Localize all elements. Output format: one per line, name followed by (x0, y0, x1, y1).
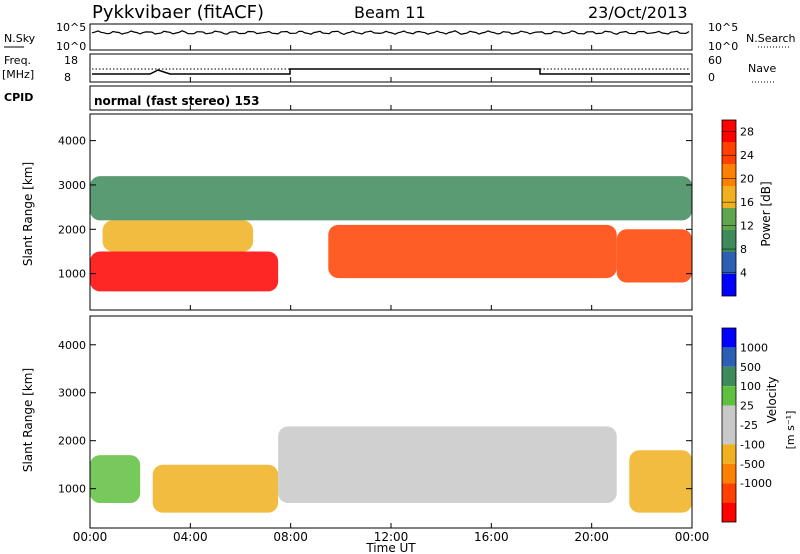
freq-tick-top: 18 (64, 54, 78, 67)
power-region-2 (328, 224, 617, 279)
power-region-0 (90, 251, 279, 292)
power-colorbar-tick: 4 (740, 267, 747, 280)
velocity-colorbar-segment (722, 386, 736, 406)
velocity-scatter-regions (90, 426, 692, 513)
nave-tick-top: 60 (708, 54, 722, 67)
cpid-label: CPID (4, 91, 33, 104)
station-title: Pykkvibaer (fitACF) (92, 2, 264, 23)
power-colorbar-tick: 24 (740, 149, 754, 162)
power-colorbar: 4 8 12 16 20 24 28 (721, 119, 754, 297)
velocity-region-2 (278, 426, 617, 504)
power-panel: 1000 2000 3000 4000 Slant Range [km] 4 8 12 16… (21, 113, 773, 311)
colorbar-frame (721, 119, 737, 297)
velocity-ylabel: Slant Range [km] (21, 368, 35, 472)
nsearch-label: N.Search (746, 32, 796, 45)
velocity-colorbar-segment (722, 502, 736, 522)
power-colorbar-segment (722, 252, 736, 274)
date-label: 23/Oct/2013 (588, 3, 688, 22)
velocity-colorbar-tick: 500 (740, 361, 761, 374)
velocity-colorbar-segment (722, 328, 736, 348)
velocity-colorbar-segment (722, 444, 736, 464)
velocity-colorbar-tick: -25 (740, 419, 758, 432)
velocity-colorbar-segment (722, 347, 736, 367)
velocity-colorbar-tick: 1000 (740, 341, 768, 354)
velocity-colorbar-segment (722, 483, 736, 503)
velocity-colorbar-segment (722, 463, 736, 484)
velocity-colorbar-tick: -100 (740, 438, 765, 451)
y-tick-label: 2000 (58, 435, 86, 448)
freq-label: Freq. (4, 54, 31, 67)
power-scatter-regions (90, 176, 692, 292)
nave-label: Nave (748, 62, 776, 75)
noise-tick-right-top: 10^5 (708, 21, 738, 34)
power-colorbar-label: Power [dB] (759, 181, 773, 246)
velocity-colorbar-tick: -500 (740, 458, 765, 471)
x-tick-label: 00:00 (675, 530, 710, 544)
velocity-panel: 1000 2000 3000 4000 Slant Range [km] 1000 50… (21, 315, 797, 529)
power-colorbar-segment (722, 186, 736, 208)
y-tick-label: 4000 (58, 339, 86, 352)
power-region-1 (102, 220, 254, 252)
power-colorbar-tick: 8 (740, 243, 747, 256)
velocity-colorbar-segment (722, 366, 736, 387)
power-colorbar-segment (722, 230, 736, 252)
velocity-y-axis: 1000 2000 3000 4000 (58, 339, 692, 496)
freq-tick-bottom: 8 (64, 71, 71, 84)
y-tick-label: 3000 (58, 179, 86, 192)
noise-sky-line (91, 30, 690, 36)
nsky-label: N.Sky (4, 32, 36, 45)
noise-tick-left-bottom: 10^0 (56, 40, 86, 53)
y-tick-label: 1000 (58, 268, 86, 281)
x-tick-label: 08:00 (273, 530, 308, 544)
y-tick-label: 4000 (58, 135, 86, 148)
y-tick-label: 2000 (58, 223, 86, 236)
velocity-colorbar-segment (722, 405, 736, 425)
velocity-region-3 (629, 450, 692, 513)
y-tick-label: 3000 (58, 387, 86, 400)
noise-panel: N.Sky 10^5 10^0 10^5 10^0 N.Search (4, 21, 796, 53)
time-x-axis: 00:00 04:00 08:00 12:00 16:00 20:00 00:00 (73, 45, 710, 544)
power-y-axis: 1000 2000 3000 4000 (58, 135, 692, 281)
velocity-region-0 (90, 455, 141, 504)
velocity-region-1 (152, 464, 279, 513)
freq-panel: Freq. [MHz] 18 8 60 0 Nave (2, 53, 776, 84)
velocity-colorbar-tick: 25 (740, 400, 754, 413)
x-tick-label: 04:00 (173, 530, 208, 544)
beam-label: Beam 11 (354, 3, 426, 22)
power-colorbar-tick: 20 (740, 173, 754, 186)
power-colorbar-segment (722, 120, 736, 142)
y-tick-label: 1000 (58, 483, 86, 496)
velocity-colorbar-label: Velocity (765, 376, 779, 423)
power-colorbar-segment (722, 208, 736, 230)
velocity-colorbar-tick: 100 (740, 380, 761, 393)
noise-tick-left-top: 10^5 (56, 21, 86, 34)
power-colorbar-segment (722, 164, 736, 186)
power-colorbar-segment (722, 142, 736, 164)
freq-unit: [MHz] (2, 68, 34, 81)
power-region-4 (90, 176, 692, 221)
colorbar-frame (721, 327, 737, 523)
power-colorbar-segment (722, 274, 736, 296)
x-tick-label: 16:00 (474, 530, 509, 544)
cpid-panel: CPID normal (fast stereo) 153 (4, 85, 693, 111)
velocity-colorbar: 1000 500 100 25 -25 -100 -500 -1000 (721, 327, 772, 523)
power-colorbar-tick: 28 (740, 126, 754, 139)
x-tick-label: 00:00 (73, 530, 108, 544)
velocity-colorbar-unit: [m s⁻¹] (784, 411, 797, 450)
power-colorbar-tick: 16 (740, 196, 754, 209)
x-tick-label: 12:00 (374, 530, 409, 544)
x-axis-label: Time UT (365, 541, 416, 554)
cpid-mode-text: normal (fast stereo) 153 (94, 94, 260, 108)
velocity-colorbar-tick: -1000 (740, 477, 772, 490)
power-region-3 (616, 229, 692, 283)
nave-tick-bottom: 0 (708, 71, 715, 84)
velocity-colorbar-segment (722, 425, 736, 445)
freq-line (92, 68, 690, 75)
power-ylabel: Slant Range [km] (21, 162, 35, 266)
x-tick-label: 20:00 (574, 530, 609, 544)
noise-tick-right-bottom: 10^0 (708, 40, 738, 53)
power-colorbar-tick: 12 (740, 220, 754, 233)
